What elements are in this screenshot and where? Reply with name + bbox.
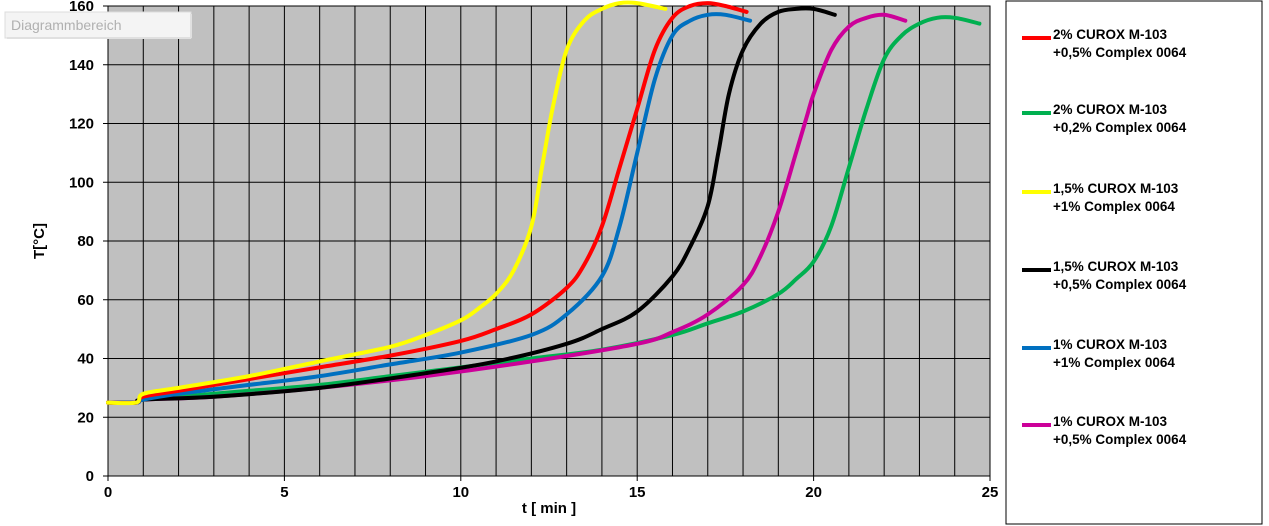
y-tick-label: 160	[69, 0, 94, 15]
series-lines	[106, 0, 982, 406]
x-tick-label: 5	[280, 484, 288, 501]
x-tick-label: 15	[629, 484, 646, 501]
y-axis-title: T[°C]	[31, 223, 48, 259]
legend-label-6: 1% CUROX M-103	[1053, 414, 1168, 429]
y-tick-label: 0	[86, 468, 94, 485]
legend-label-4: 1,5% CUROX M-103	[1053, 259, 1179, 274]
series-line-4[interactable]	[106, 6, 837, 405]
y-tick-label: 20	[77, 409, 94, 426]
legend-label-5: 1% CUROX M-103	[1053, 337, 1168, 352]
legend-sublabel-4: +0,5% Complex 0064	[1053, 277, 1187, 292]
legend-sublabel-3: +1% Complex 0064	[1053, 199, 1175, 214]
series-line-2[interactable]	[106, 15, 982, 405]
x-axis-title: t [ min ]	[522, 500, 576, 517]
legend-label-2: 2% CUROX M-103	[1053, 102, 1168, 117]
y-tick-label: 80	[77, 233, 94, 250]
legend-sublabel-1: +0,5% Complex 0064	[1053, 45, 1187, 60]
diagram-area-tooltip: Diagrammbereich	[4, 11, 192, 39]
series-line-5[interactable]	[106, 12, 753, 405]
x-tick-label: 10	[452, 484, 469, 501]
y-tick-label: 100	[69, 174, 94, 191]
legend: 2% CUROX M-103 +0,5% Complex 0064 2% CUROX…	[1022, 27, 1187, 447]
x-tick-label: 0	[104, 484, 112, 501]
x-tick-label: 20	[805, 484, 822, 501]
legend-box[interactable]	[1005, 0, 1263, 525]
series-line-1[interactable]	[106, 1, 749, 405]
legend-sublabel-2: +0,2% Complex 0064	[1053, 120, 1187, 135]
y-tick-label: 40	[77, 351, 94, 368]
legend-label-1: 2% CUROX M-103	[1053, 27, 1168, 42]
x-tick-label: 25	[982, 484, 999, 501]
tick-labels: 0 20 40 60 80 100 120 140 160 0 5 10 15 20 25	[69, 0, 998, 501]
tooltip-label: Diagrammbereich	[11, 17, 121, 33]
y-tick-label: 120	[69, 116, 94, 133]
y-tick-label: 60	[77, 292, 94, 309]
legend-sublabel-6: +0,5% Complex 0064	[1053, 432, 1187, 447]
legend-sublabel-5: +1% Complex 0064	[1053, 355, 1175, 370]
legend-label-3: 1,5% CUROX M-103	[1053, 181, 1179, 196]
y-tick-label: 140	[69, 57, 94, 74]
series-line-3[interactable]	[106, 0, 668, 406]
